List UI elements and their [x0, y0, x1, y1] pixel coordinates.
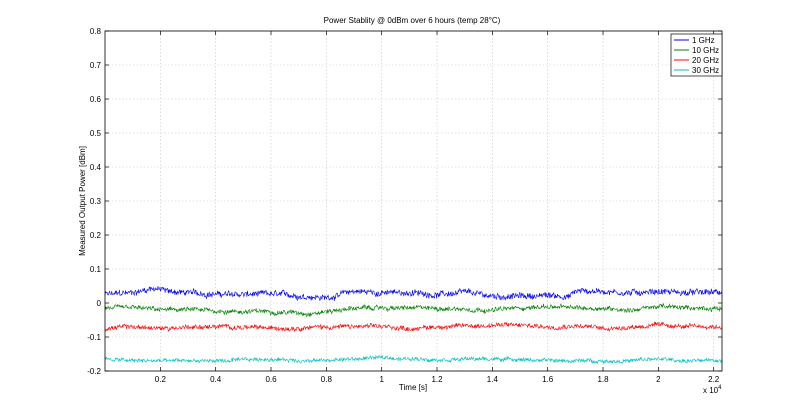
series-line — [104, 354, 723, 365]
x-exponent-power: 4 — [718, 385, 722, 391]
x-axis-label: Time [s] — [399, 383, 427, 392]
y-tick-label: 0.7 — [90, 61, 102, 70]
x-exponent-base: x 10 — [703, 386, 719, 395]
y-tick-label: -0.1 — [87, 333, 101, 342]
legend-label: 20 GHz — [692, 56, 719, 65]
y-tick-label: 0.8 — [90, 27, 102, 36]
series-line — [104, 286, 723, 302]
y-tick-label: 0.1 — [90, 265, 102, 274]
legend-box — [670, 33, 723, 77]
legend-label: 1 GHz — [692, 36, 715, 45]
x-tick-label: 0.8 — [321, 375, 333, 384]
x-tick-label: 2 — [656, 375, 661, 384]
y-tick-label: 0.5 — [90, 129, 102, 138]
y-tick-label: 0 — [97, 299, 102, 308]
y-tick-label: 0.3 — [90, 197, 102, 206]
legend-label: 30 GHz — [692, 66, 719, 75]
y-tick-label: 0.6 — [90, 95, 102, 104]
legend-label: 10 GHz — [692, 46, 719, 55]
x-tick-label: 0.6 — [265, 375, 277, 384]
series-line — [104, 321, 723, 332]
x-tick-label: 1.2 — [431, 375, 443, 384]
x-tick-label: 1.4 — [487, 375, 499, 384]
x-axis-exponent: x 104 — [703, 385, 722, 395]
series-line — [104, 302, 723, 318]
x-tick-label: 0.2 — [155, 375, 167, 384]
x-tick-label: 1 — [379, 375, 384, 384]
chart-title: Power Stablity @ 0dBm over 6 hours (temp… — [324, 16, 501, 25]
x-tick-label: 0.4 — [210, 375, 222, 384]
y-tick-label: 0.2 — [90, 231, 102, 240]
y-axis-label: Measured Output Power [dBm] — [78, 146, 87, 256]
series-lines — [104, 286, 723, 365]
axis-ticks: 0.2 0.4 0.6 0.8 1 1.2 1.4 1.6 1.8 2 2.2 -0.2 -0.1 0 0.… — [87, 27, 722, 384]
y-tick-label: 0.4 — [90, 163, 102, 172]
x-tick-label: 1.6 — [542, 375, 554, 384]
x-tick-label: 2.2 — [708, 375, 720, 384]
x-tick-label: 1.8 — [597, 375, 609, 384]
y-tick-label: -0.2 — [87, 367, 101, 376]
grid — [105, 30, 722, 372]
